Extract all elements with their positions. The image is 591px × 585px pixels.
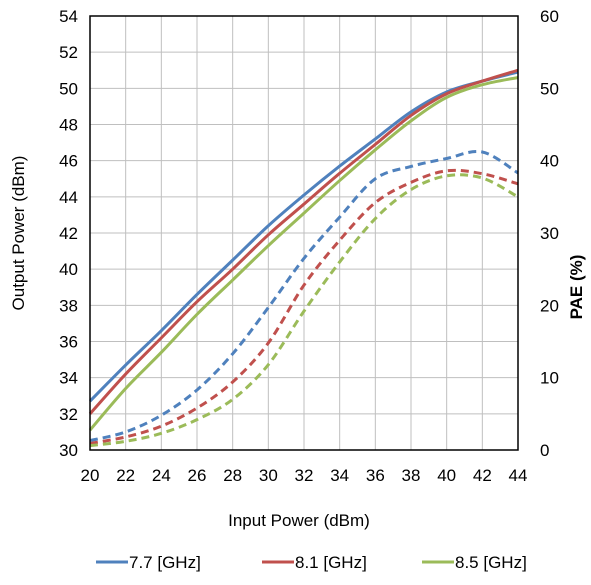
y-tick-label: 52	[59, 43, 78, 62]
output-power-line-7-7-ghz	[88, 70, 519, 403]
series-lines	[88, 68, 519, 448]
legend: 7.7 [GHz] 8.1 [GHz] 8.5 [GHz]	[96, 553, 527, 572]
y-tick-label: 44	[59, 188, 78, 207]
output-power-line-8-5-ghz	[88, 76, 519, 432]
x-tick-label: 24	[152, 466, 171, 485]
x-tick-label: 40	[437, 466, 456, 485]
y-tick-label: 50	[59, 79, 78, 98]
x-tick-label: 44	[509, 466, 528, 485]
x-tick-label: 26	[188, 466, 207, 485]
x-tick-label: 30	[259, 466, 278, 485]
x-tick-label: 36	[366, 466, 385, 485]
legend-label: 8.1 [GHz]	[295, 553, 367, 572]
y-tick-label: 54	[59, 7, 78, 26]
y-tick-label: 46	[59, 152, 78, 171]
y-tick-label: 42	[59, 224, 78, 243]
pae-line-8-1-ghz	[89, 168, 519, 445]
y-tick-label: 34	[59, 369, 78, 388]
y2-tick-label: 50	[540, 79, 559, 98]
y2-axis-label: PAE (%)	[567, 255, 586, 320]
x-axis-label: Input Power (dBm)	[228, 511, 370, 530]
legend-label: 7.7 [GHz]	[129, 553, 201, 572]
plot-frame	[89, 15, 519, 451]
x-tick-label: 20	[81, 466, 100, 485]
y-tick-label: 32	[59, 405, 78, 424]
x-tick-label: 28	[223, 466, 242, 485]
y2-tick-label: 40	[540, 152, 559, 171]
y-tick-label: 30	[59, 441, 78, 460]
tick-labels: 20 22 24 26 28 30 32 34 36 38 40 42 44 30 32 34 36 38 40 42…	[59, 7, 559, 485]
y-tick-label: 40	[59, 260, 78, 279]
x-tick-label: 32	[295, 466, 314, 485]
y-tick-label: 36	[59, 333, 78, 352]
x-tick-label: 22	[116, 466, 135, 485]
x-tick-label: 38	[402, 466, 421, 485]
y2-tick-label: 20	[540, 296, 559, 315]
y2-tick-label: 10	[540, 369, 559, 388]
y-axis-label: Output Power (dBm)	[9, 156, 28, 311]
x-tick-label: 42	[473, 466, 492, 485]
x-tick-label: 34	[330, 466, 349, 485]
legend-label: 8.5 [GHz]	[455, 553, 527, 572]
y-tick-label: 48	[59, 116, 78, 135]
pae-line-7-7-ghz	[89, 149, 519, 443]
pae-line-8-5-ghz	[89, 173, 519, 448]
output-power-line-8-1-ghz	[88, 68, 519, 415]
grid-lines	[89, 15, 519, 451]
y2-tick-label: 0	[540, 441, 549, 460]
y2-tick-label: 60	[540, 7, 559, 26]
y-tick-label: 38	[59, 296, 78, 315]
y2-tick-label: 30	[540, 224, 559, 243]
